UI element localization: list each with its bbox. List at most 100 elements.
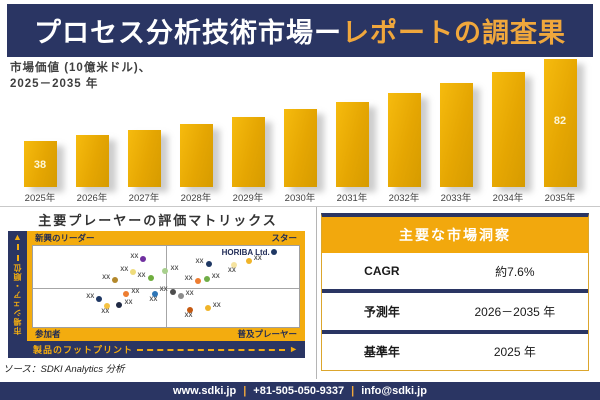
insight-row-value: 2025 年 [493,345,536,360]
chart-caption: 市場価値 (10億米ドル)、 2025－2035 年 [10,61,151,92]
footer-contact-item[interactable]: info@sdki.jp [361,385,427,397]
bar-column-2035年: 82 [534,59,586,187]
scatter-point: XX [101,303,111,315]
scatter-point-label: XX [211,273,220,280]
bar-chart: 38 82 2025年 2026年 2027年 2028年 2029年 2030年 2031年… [8,59,592,204]
scatter-point: XX [149,291,159,303]
x-axis-tick-label: 2027年 [128,193,160,204]
source-note: ソース：SDKI Analytics 分析 [3,364,125,375]
matrix-frame: 新興のリーダー スター HORIBA Ltd. XX XX XX XX XX XX XX XX… [27,231,305,341]
scatter-point-dot [245,257,252,264]
bar-column-2026年 [66,60,118,187]
x-axis-dashes [137,348,286,351]
x-axis-tick-label: 2031年 [336,193,368,204]
x-axis-tick-label: 2028年 [180,193,212,204]
scatter-point-dot [123,291,130,298]
header-bar: プロセス分析技術市場ーレポートの調査果 [7,4,593,57]
scatter-point-label: XX [124,300,133,307]
scatter-point: XX [196,259,212,267]
page-title: プロセス分析技術市場ーレポートの調査果 [34,11,566,50]
bar [283,109,317,187]
matrix-title: 主要プレーヤーの評価マトリックス [38,213,278,228]
bar [127,130,161,187]
x-axis-tick-label: 2025年 [24,193,56,204]
scatter-point-label: XX [102,274,111,281]
scatter-point-dot [270,248,277,255]
scatter-point: XX [162,266,178,274]
x-axis-label: 製品のフットプリント [33,345,134,355]
scatter-point: XX [102,275,119,283]
bar-chart-x-axis: 2025年 2026年 2027年 2028年 2029年 2030年 2031年 2032年… [14,190,586,204]
scatter-point-dot [152,291,159,298]
scatter-point: XX [203,274,220,282]
bar-column-2029年 [222,60,274,187]
x-axis-tick-label: 2035年 [544,193,576,204]
scatter-point: XX [160,287,176,296]
insight-row-value: 約7.6% [495,264,535,279]
scatter-point-label: XX [170,265,179,272]
scatter-point-dot [205,260,212,267]
bar-column-2025年: 38 [14,60,66,187]
scatter-point-dot [203,275,210,282]
scatter-point: XX [138,273,154,281]
bar [335,102,369,187]
insights-table: CAGR 約7.6% 予測年 2026－2035 年基準年 2025 年 [322,253,588,370]
scatter-point: XX [184,307,194,319]
footer-contact-item[interactable]: www.sdki.jp [173,385,237,397]
scatter-point-label: XX [159,287,168,294]
y-axis-dashes [16,244,19,261]
matrix-y-axis: ▲ 市場シェア・順位 [8,231,27,341]
bar-value-label: 82 [553,115,567,127]
bar-column-2031年 [326,60,378,187]
matrix-plot: HORIBA Ltd. XX XX XX XX XX XX XX XX XX XX XX XX XX XX… [32,245,300,328]
page-title-main: プロセス分析技術市場ー [34,18,342,48]
quadrant-top-right-label: スター [271,233,297,243]
x-axis-tick-label: 2034年 [492,193,524,204]
bar-column-2028年 [170,60,222,187]
scatter-point: XX [86,294,103,303]
up-arrow-icon: ▲ [13,232,22,242]
scatter-point [270,248,277,255]
scatter-point: XX [120,267,137,275]
insight-row: 予測年 2026－2035 年 [322,293,588,329]
footer-contact-item[interactable]: +81-505-050-9337 [253,385,345,397]
scatter-point-dot [230,261,237,268]
scatter-point-dot [204,305,211,312]
bar: 38 [23,141,57,187]
bar [439,83,473,187]
scatter-point-label: XX [212,303,221,310]
chart-caption-line1: 市場価値 (10億米ドル)、 [10,62,152,74]
bar: 82 [543,59,577,187]
bar-column-2030年 [274,60,326,187]
x-axis-tick-label: 2029年 [232,193,264,204]
scatter-point: XX [116,300,132,309]
scatter-point-label: XX [149,297,158,304]
bar [179,124,213,187]
bar-value-label: 38 [33,159,47,171]
scatter-point: XX [177,291,194,300]
bar-chart-bars: 38 82 [14,59,586,187]
bar [491,72,525,187]
insight-row-label: 予測年 [363,304,400,319]
matrix-x-axis: 製品のフットプリント ► [27,341,305,358]
scatter-point-label: XX [184,313,193,320]
scatter-point-label: XX [253,255,262,262]
insight-row: 基準年 2025 年 [322,334,588,370]
chart-caption-line2: 2025－2035 年 [10,77,99,90]
scatter-point-label: XX [120,266,129,273]
scatter-point-label: XX [131,289,140,296]
footer-separator: | [243,385,247,397]
insight-row-label: 基準年 [363,345,400,360]
bar-column-2034年 [482,60,534,187]
scatter-point-label: XX [185,291,194,298]
footer-separator: | [351,385,355,397]
horizontal-divider [0,206,600,207]
matrix-top-labels: 新興のリーダー スター [27,231,305,245]
scatter-point-label: XX [184,275,193,282]
vertical-divider [316,207,317,379]
scatter-point: XX [123,289,139,298]
scatter-point-label: XX [101,309,110,316]
y-axis-label: 市場シェア・順位 [13,263,22,335]
scatter-point: XX [130,254,147,262]
